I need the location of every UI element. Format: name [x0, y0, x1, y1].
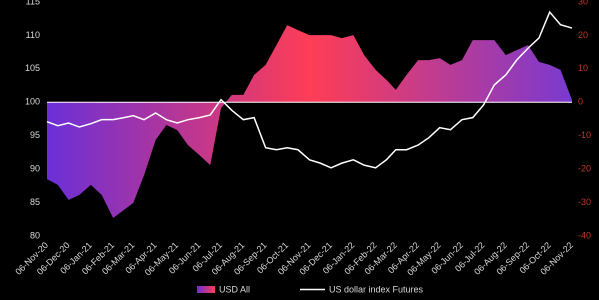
y-tick-label: 100 [25, 97, 40, 107]
y2-tick-label: 10 [578, 63, 588, 73]
y2-tick-label: 0 [578, 97, 583, 107]
y2-tick-label: 30 [578, 0, 588, 6]
area [47, 25, 572, 218]
y2-tick-label: 20 [578, 30, 588, 40]
y-tick-label: 105 [25, 63, 40, 73]
y-tick-label: 95 [30, 130, 40, 140]
y-tick-label: 90 [30, 164, 40, 174]
y2-tick-label: -20 [578, 164, 591, 174]
y-tick-label: 110 [26, 30, 40, 40]
y2-tick-label: -10 [578, 130, 591, 140]
legend-swatch [197, 286, 215, 293]
legend-label: US dollar index Futures [329, 284, 424, 294]
y2-tick-label: -40 [578, 230, 591, 240]
y-tick-label: 80 [30, 230, 40, 240]
y-tick-label: 85 [30, 197, 40, 207]
line [46, 10, 573, 169]
legend-label: USD All [219, 284, 250, 294]
y2-tick-label: -30 [578, 197, 591, 207]
y-tick-label: 115 [26, 0, 40, 6]
